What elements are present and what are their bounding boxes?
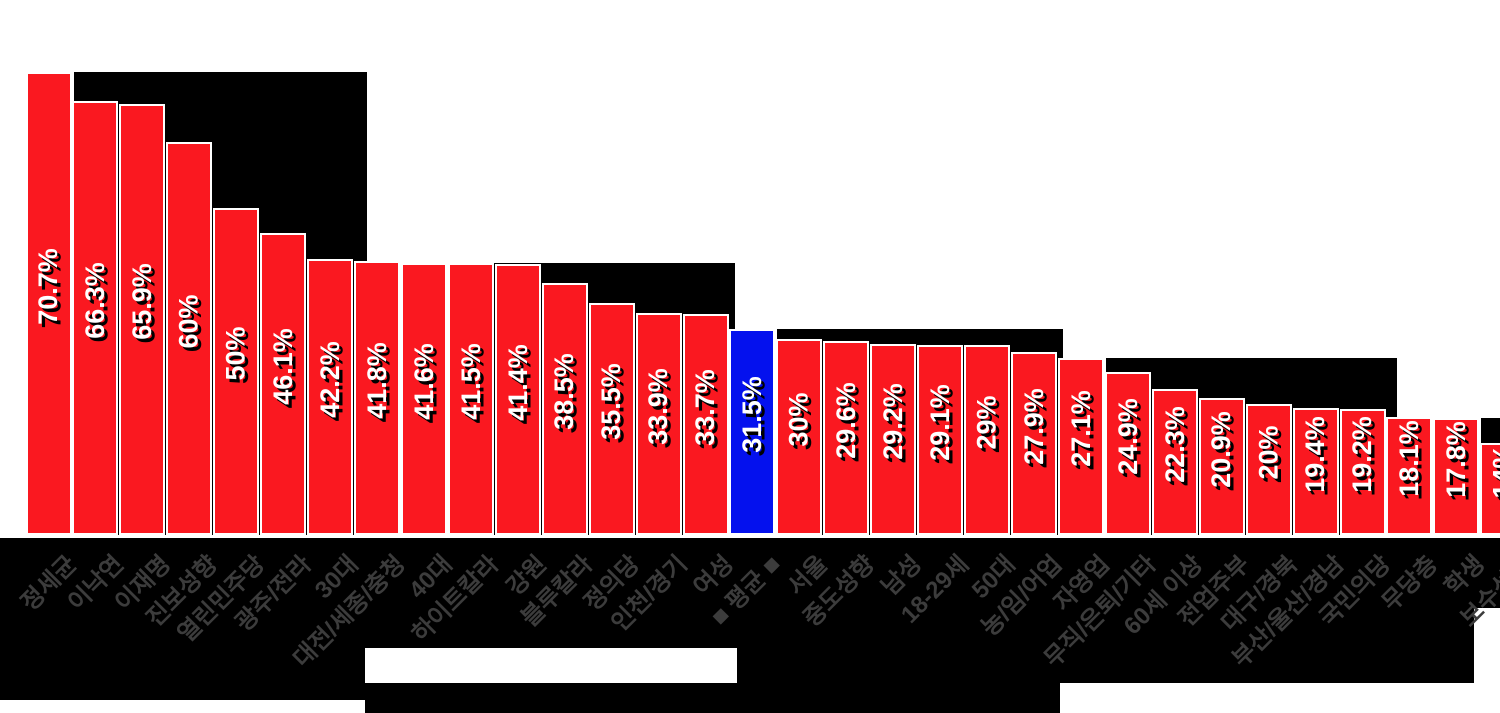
- bar: [1198, 398, 1245, 535]
- bar: [25, 72, 72, 535]
- bar: [213, 207, 260, 535]
- bar: [541, 283, 588, 535]
- bar: [682, 314, 729, 535]
- bar: [1151, 389, 1198, 535]
- bar: [494, 264, 541, 535]
- bar: [307, 258, 354, 535]
- bar: [635, 313, 682, 535]
- bar: [964, 345, 1011, 535]
- bar: [1245, 404, 1292, 535]
- bar: [354, 261, 400, 535]
- bar: [776, 338, 823, 535]
- bar: [1104, 372, 1151, 535]
- bar: [1339, 409, 1386, 535]
- bar: [166, 142, 213, 535]
- bar: [447, 263, 494, 535]
- bar: [1433, 418, 1480, 535]
- bar: [72, 101, 119, 535]
- label-area-black-patch: [365, 538, 737, 648]
- bar: [588, 302, 635, 535]
- label-area-black-patch: [1474, 538, 1500, 608]
- bar: [1386, 416, 1433, 535]
- bar: [1011, 352, 1058, 535]
- label-area-black-patch: [1060, 538, 1474, 683]
- bar: [119, 103, 166, 535]
- label-area-black-patch: [365, 683, 737, 713]
- bar: [260, 233, 307, 535]
- bar: [1057, 357, 1104, 535]
- bar-average: [729, 328, 776, 535]
- label-area-black-patch: [737, 538, 1060, 713]
- bar: [870, 343, 917, 535]
- bar: [1480, 443, 1500, 535]
- bar: [400, 262, 447, 535]
- bar: [917, 344, 964, 535]
- bar: [1292, 408, 1339, 535]
- bar: [823, 341, 870, 535]
- label-area-black-patch: [0, 538, 365, 700]
